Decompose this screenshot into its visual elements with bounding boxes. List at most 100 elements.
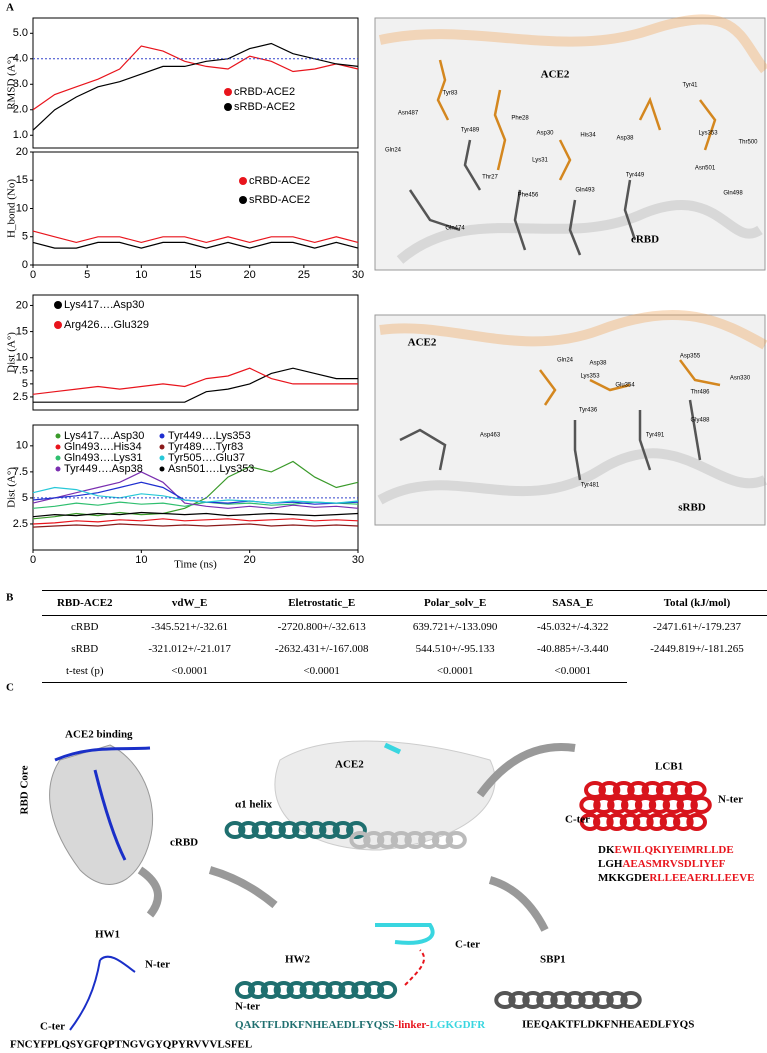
table-cell: -2471.61+/-179.237 <box>652 621 742 633</box>
legend-marker <box>224 103 232 111</box>
legend-label: Gln493….Lys31 <box>64 452 142 464</box>
y-tick-label: 1.0 <box>13 129 28 141</box>
residue-label: Tyr489 <box>461 128 480 134</box>
legend-marker <box>55 444 61 450</box>
helix-turn <box>377 981 398 999</box>
series-line <box>32 518 359 525</box>
helix-turn <box>278 821 300 839</box>
residue-label: Tyr449 <box>626 173 645 179</box>
helix-turn <box>592 991 614 1009</box>
series-line <box>32 45 359 111</box>
structure-image <box>374 314 766 526</box>
helix-turn <box>522 991 544 1009</box>
x-tick-label: 30 <box>352 269 364 281</box>
helix-turn <box>319 821 340 839</box>
table-cell: -2632.431+/-167.008 <box>274 643 369 655</box>
residue-label: Asp463 <box>480 433 501 439</box>
y-axis-label: RMSD (A°) <box>6 56 18 110</box>
sequence-segment: EWILQKIYEIMRLLDE <box>615 844 734 856</box>
helix-turn <box>593 813 614 831</box>
sequence-segment: QAKTFLDKFNHEAEDLFYQSS <box>235 1019 395 1031</box>
y-axis-label: H_bond (No) <box>6 179 18 238</box>
helix-turn <box>536 991 558 1009</box>
series-line <box>32 471 359 509</box>
table-cell: -2720.800+/-32.613 <box>277 621 366 633</box>
series-line <box>32 486 359 504</box>
legend-marker <box>239 177 247 185</box>
residue-sticks <box>399 59 721 481</box>
residue-label: Asn487 <box>398 111 419 117</box>
helix-turn <box>338 981 359 999</box>
helix-turn <box>234 981 256 999</box>
residue-label: Phe456 <box>518 193 539 199</box>
table-cell: <0.0001 <box>518 660 627 683</box>
residue-label: Gln493 <box>575 188 595 194</box>
y-axis-label: Dist (A°) <box>6 332 18 373</box>
legend-label: Tyr505….Glu37 <box>168 452 245 464</box>
helix-turn <box>286 981 307 999</box>
residue-label: Asp355 <box>680 354 701 360</box>
panel-c-label: cRBD <box>170 837 198 849</box>
helix-turn <box>662 796 685 814</box>
helix-turn <box>376 831 399 849</box>
panel-c-label: ACE2 <box>335 759 364 771</box>
plot-frame <box>32 151 359 266</box>
helix-turn <box>670 781 693 799</box>
table-cell: t-test (p) <box>42 660 128 683</box>
series-line <box>32 367 358 395</box>
residue-label: Asn330 <box>730 376 751 382</box>
helix-turn <box>332 821 354 839</box>
helix-turn <box>648 796 671 814</box>
helix-turn <box>627 781 650 799</box>
y-tick-label: 10 <box>16 352 28 364</box>
helix-turn <box>550 991 572 1009</box>
helix-turn <box>494 991 516 1009</box>
sequence-segment: LGH <box>598 858 623 870</box>
y-tick-label: 10 <box>16 202 28 214</box>
series-line <box>32 511 359 518</box>
legend-label: Tyr449….Asp38 <box>64 463 143 475</box>
panel-c-label: N-ter <box>718 794 743 806</box>
table-header: RBD-ACE2 vdW_E Eletrostatic_E Polar_solv_E S… <box>42 590 767 616</box>
panel-c-label: RBD Core <box>19 765 31 814</box>
residue-label: Phe28 <box>511 116 529 122</box>
residue-label: Tyr436 <box>579 408 598 414</box>
table-cell: -321.012+/-21.017 <box>148 643 231 655</box>
residue-label: Asn501 <box>695 166 716 172</box>
residue-label: Gln24 <box>385 148 402 154</box>
panel-c-label: ACE2 binding <box>65 729 133 741</box>
legend-marker <box>55 455 61 461</box>
helix-turn <box>641 781 664 799</box>
residue-label: Lys31 <box>532 158 548 164</box>
residue-label: Asp38 <box>589 361 607 367</box>
legend-marker <box>159 455 165 461</box>
helix-turn <box>619 813 641 831</box>
helix-turn <box>655 781 678 799</box>
helix-turn <box>633 813 654 831</box>
legend-label: sRBD-ACE2 <box>249 194 310 206</box>
y-tick-label: 0 <box>22 259 28 271</box>
table-cell: -2449.819+/-181.265 <box>650 643 744 655</box>
panel-c-label: N-ter <box>145 959 170 971</box>
helix-turn <box>224 821 246 839</box>
helix-turn <box>508 991 530 1009</box>
table-cell: SASA_E <box>518 590 627 616</box>
residue-label: Thr27 <box>482 175 498 181</box>
helix-turn <box>299 981 320 999</box>
helix-turn <box>251 821 273 839</box>
legend-marker <box>159 433 165 439</box>
table-cell: -40.885+/-3.440 <box>536 643 609 655</box>
panel-c-label: N-ter <box>235 1001 260 1013</box>
helix-turn <box>292 821 313 839</box>
y-tick-label: 20 <box>16 299 28 311</box>
table-cell: -345.521+/-32.61 <box>151 621 229 633</box>
residue-label: Thr486 <box>690 390 710 396</box>
x-tick-label: 10 <box>135 554 147 566</box>
x-tick-label: 10 <box>135 269 147 281</box>
molecule-label: ACE2 <box>541 69 570 81</box>
helix-turn <box>584 781 606 799</box>
helix-turn <box>690 796 712 814</box>
legend-label: Asn501….Lys353 <box>168 463 254 475</box>
sequence: QAKTFLDKFNHEAEDLFYQSS-linker-LGKGDFR <box>235 1019 486 1031</box>
legend-marker <box>55 466 61 472</box>
